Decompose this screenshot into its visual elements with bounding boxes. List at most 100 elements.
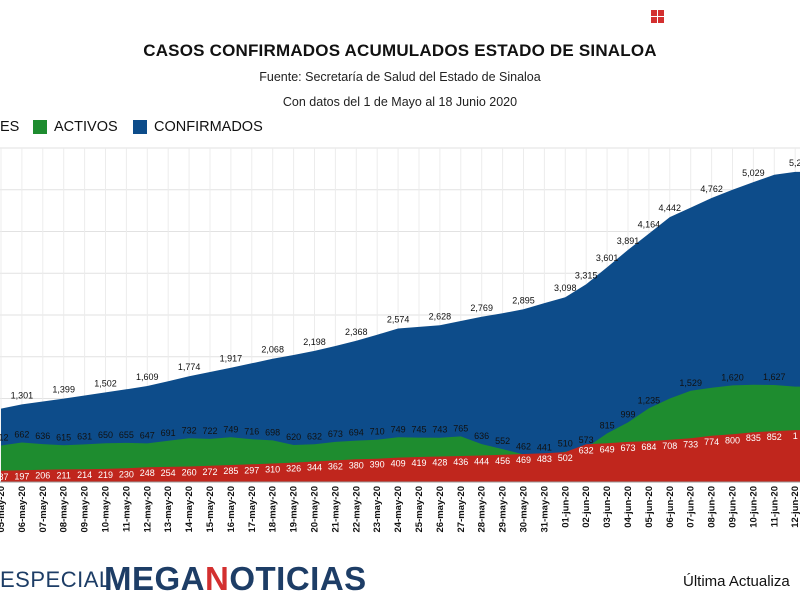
legend-activos-label: ACTIVOS [54,119,118,135]
x-tick-label: 12-may-20 [142,486,153,532]
x-tick-label: 28-may-20 [477,486,488,532]
data-label-activos: 636 [35,431,50,441]
data-label-bottom: 254 [161,468,176,478]
data-label-bottom: 214 [77,470,92,480]
data-label-bottom: 502 [558,453,573,463]
data-label-activos: 647 [140,430,155,440]
x-tick-label: 03-jun-20 [602,486,613,528]
data-label-bottom: 272 [202,467,217,477]
data-label-bottom: 297 [244,465,259,475]
data-label-confirmados: 2,628 [429,311,452,321]
data-label-confirmados: 4,762 [700,184,723,194]
data-label-bottom: 362 [328,461,343,471]
data-label-activos: 716 [244,426,259,436]
legend-confirmados-swatch [133,120,147,134]
x-tick-label: 27-may-20 [456,486,467,532]
data-label-bottom: 310 [265,465,280,475]
data-label-bottom: 260 [182,468,197,478]
data-label-activos: 745 [411,425,426,435]
data-label-bottom: 733 [683,439,698,449]
x-tick-label: 05-may-20 [0,486,7,532]
data-label-bottom: 211 [57,470,71,480]
data-label-activos: 632 [307,431,322,441]
area-bottom-series [1,430,800,482]
data-label-activos: 636 [474,431,489,441]
data-label-activos: 620 [286,432,301,442]
data-label-activos: 510 [558,439,573,449]
data-label-confirmados: 1,399 [52,385,75,395]
data-label-bottom: 326 [286,464,301,474]
x-tick-label: 11-jun-20 [769,486,780,527]
x-tick-label: 02-jun-20 [581,486,592,528]
data-label-bottom: 285 [223,466,238,476]
x-tick-label: 09-may-20 [80,486,91,532]
data-label-bottom: 800 [725,435,740,445]
data-label-confirmados: 1,917 [220,354,243,364]
legend-item1-label: ES [0,119,20,135]
chart-date-range: Con datos del 1 de Mayo al 18 Junio 2020 [282,95,518,109]
footer-especial: ESPECIAL [0,567,112,592]
x-tick-label: 17-may-20 [247,486,258,532]
data-label-bottom: 428 [432,458,447,468]
data-label-bottom: 409 [391,459,406,469]
data-label-activos: 691 [161,428,176,438]
x-tick-label: 11-may-20 [121,486,132,532]
data-label-bottom: 344 [307,463,322,473]
data-label-bottom: 835 [746,433,761,443]
data-label-activos: 999 [620,409,635,419]
x-tick-label: 23-may-20 [372,486,383,532]
x-tick-label: 01-jun-20 [560,486,571,528]
data-label-confirmados: 4,442 [659,203,682,213]
x-tick-label: 24-may-20 [393,486,404,532]
data-label-bottom: 1 [793,431,798,441]
x-tick-label: 07-jun-20 [686,486,697,528]
data-label-activos: 749 [223,424,238,434]
x-tick-label: 30-may-20 [519,486,530,532]
data-label-bottom: 483 [537,454,552,464]
data-label-confirmados: 2,574 [387,315,410,325]
data-label-bottom: 219 [98,470,113,480]
x-tick-label: 06-may-20 [17,486,28,532]
x-tick-label: 08-may-20 [59,486,70,532]
data-label-bottom: 390 [370,460,385,470]
data-label-activos: 441 [537,443,552,453]
data-label-confirmados: 1,609 [136,372,159,382]
data-label-activos: 694 [349,428,364,438]
x-tick-label: 04-jun-20 [623,486,634,528]
data-label-bottom: 444 [474,457,489,467]
data-label-activos: 615 [56,432,71,442]
data-label-activos: 673 [328,429,343,439]
chart-plot: 1,301 1,399 1,502 1,609 1,774 1,917 2,068 2,198… [0,147,800,542]
data-label-confirmados: 2,895 [512,295,535,305]
data-label-confirmados: 5,2 [789,158,800,168]
x-tick-label: 29-may-20 [498,486,509,532]
x-tick-label: 31-may-20 [539,486,550,532]
data-label-confirmados: 1,774 [178,362,201,372]
data-label-activos: 552 [495,436,510,446]
data-label-bottom: 187 [0,472,9,482]
data-label-confirmados: 2,368 [345,327,368,337]
x-tick-label: 18-may-20 [268,486,279,532]
data-label-activos: 722 [202,426,217,436]
data-label-bottom: 708 [662,441,677,451]
data-label-activos: 732 [182,425,197,435]
data-label-bottom: 684 [641,442,656,452]
chart-title: CASOS CONFIRMADOS ACUMULADOS ESTADO DE S… [143,41,657,60]
x-axis-band [0,482,800,542]
data-label-activos: 815 [600,420,615,430]
data-label-activos: 1,627 [763,372,786,382]
x-tick-label: 16-may-20 [226,486,237,532]
data-label-bottom: 649 [600,444,615,454]
x-tick-label: 19-may-20 [289,486,300,532]
data-label-bottom: 230 [119,469,134,479]
data-label-activos: 1,620 [721,372,744,382]
legend-confirmados-label: CONFIRMADOS [154,119,263,135]
data-label-activos: 655 [119,430,134,440]
x-tick-label: 07-may-20 [38,486,49,532]
data-label-activos: 1,235 [638,395,661,405]
x-tick-label: 10-may-20 [101,486,112,532]
data-label-activos: 749 [391,424,406,434]
data-label-activos: 710 [370,427,385,437]
data-label-activos: 698 [265,427,280,437]
data-label-bottom: 436 [453,457,468,467]
